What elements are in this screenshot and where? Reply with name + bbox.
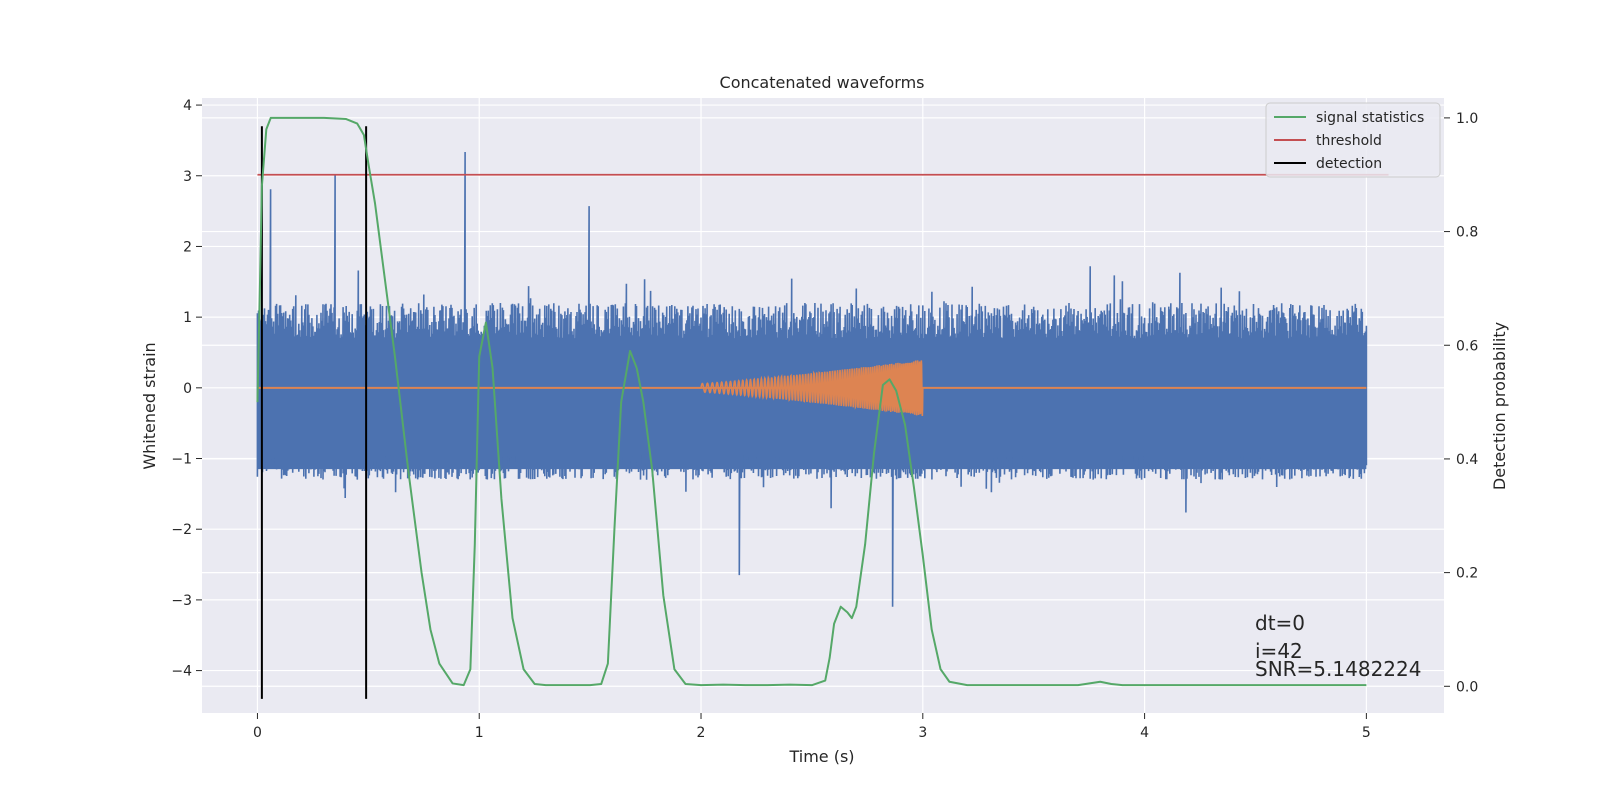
legend-label: detection bbox=[1316, 156, 1382, 172]
left-axis: −4 −3 −2 −1 0 1 2 3 4 bbox=[171, 98, 202, 680]
x-axis: 0 1 2 3 4 5 bbox=[253, 713, 1371, 741]
signal-statistics-series bbox=[256, 116, 1367, 687]
y-right-tick-label: 1.0 bbox=[1456, 111, 1478, 127]
x-axis-label: Time (s) bbox=[788, 747, 854, 766]
y-tick-label: −3 bbox=[171, 593, 192, 609]
legend-box bbox=[1265, 102, 1441, 178]
y-tick-label: −1 bbox=[171, 452, 192, 468]
x-tick-label: 4 bbox=[1140, 725, 1149, 741]
y-right-tick-label: 0.2 bbox=[1456, 566, 1478, 582]
y-tick-label: 0 bbox=[183, 381, 192, 397]
legend-label: signal statistics bbox=[1316, 110, 1424, 126]
legend-label: threshold bbox=[1316, 133, 1382, 149]
y-axis-label-right: Detection probability bbox=[1490, 322, 1509, 490]
annotation-index: i=42 bbox=[1255, 639, 1303, 663]
x-tick-label: 2 bbox=[697, 725, 706, 741]
x-tick-label: 1 bbox=[475, 725, 484, 741]
y-tick-label: 3 bbox=[183, 169, 192, 185]
annotation-dt: dt=0 bbox=[1255, 611, 1305, 635]
x-tick-label: 5 bbox=[1362, 725, 1371, 741]
chart-title: Concatenated waveforms bbox=[720, 73, 925, 92]
y-tick-label: −2 bbox=[171, 522, 192, 538]
y-right-tick-label: 0.4 bbox=[1456, 452, 1478, 468]
y-axis-label: Whitened strain bbox=[140, 342, 159, 469]
right-axis: 0.0 0.2 0.4 0.6 0.8 1.0 bbox=[1444, 111, 1478, 695]
annotation-snr: SNR=5.1482224 bbox=[1255, 657, 1421, 681]
y-tick-label: 1 bbox=[183, 310, 192, 326]
y-tick-label: −4 bbox=[171, 664, 192, 680]
y-tick-label: 2 bbox=[183, 239, 192, 255]
x-tick-label: 0 bbox=[253, 725, 262, 741]
y-right-tick-label: 0.6 bbox=[1456, 338, 1478, 354]
injection-series bbox=[257, 360, 1367, 416]
x-tick-label: 3 bbox=[918, 725, 927, 741]
y-right-tick-label: 0.0 bbox=[1456, 679, 1478, 695]
y-right-tick-label: 0.8 bbox=[1456, 225, 1478, 241]
signal-statistics-line bbox=[256, 116, 1367, 687]
injection-chirp bbox=[700, 360, 924, 416]
y-tick-label: 4 bbox=[183, 98, 192, 114]
legend: signal statistics threshold detection bbox=[1265, 102, 1441, 178]
